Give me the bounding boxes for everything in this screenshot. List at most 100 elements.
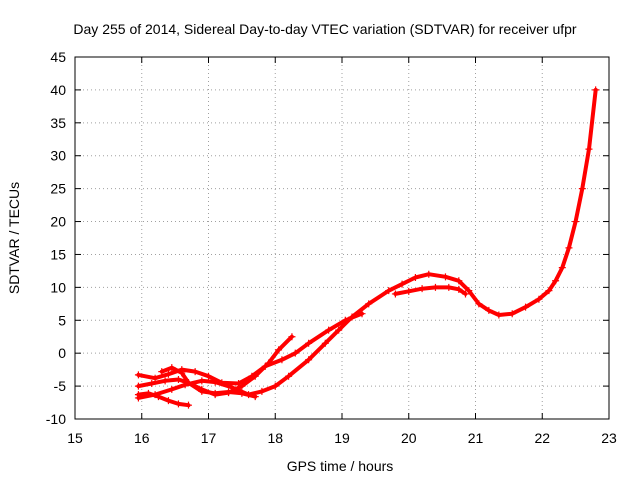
data-point-marker <box>285 372 293 380</box>
y-tick-label: 40 <box>50 82 66 98</box>
data-point-marker <box>535 295 543 303</box>
data-point-marker <box>341 316 349 324</box>
data-point-marker <box>164 370 172 378</box>
data-point-marker <box>168 385 176 393</box>
data-point-marker <box>445 283 453 291</box>
data-point-marker <box>291 349 299 357</box>
data-point-marker <box>405 287 413 295</box>
data-point-marker <box>238 382 246 390</box>
y-axis-label: SDTVAR / TECUs <box>6 182 22 294</box>
series-layer <box>134 86 600 409</box>
data-point-marker <box>265 359 273 367</box>
data-point-marker <box>398 280 406 288</box>
data-point-marker <box>151 374 159 382</box>
data-point-marker <box>431 283 439 291</box>
data-point-marker <box>174 400 182 408</box>
chart-title: Day 255 of 2014, Sidereal Day-to-day VTE… <box>73 21 577 37</box>
y-tick-label: -5 <box>54 378 67 394</box>
data-point-marker <box>161 377 169 385</box>
data-point-marker <box>391 290 399 298</box>
grid-layer <box>75 57 609 419</box>
data-point-marker <box>211 389 219 397</box>
data-point-marker <box>358 310 366 318</box>
data-point-marker <box>578 185 586 193</box>
data-point-marker <box>305 339 313 347</box>
data-point-marker <box>251 372 259 380</box>
data-point-marker <box>158 368 166 376</box>
series-track-2 <box>134 310 366 387</box>
data-point-marker <box>425 270 433 278</box>
y-tick-label: 45 <box>50 49 66 65</box>
data-point-marker <box>365 300 373 308</box>
series-line <box>136 87 598 400</box>
data-point-marker <box>325 326 333 334</box>
series-track-4 <box>158 364 259 401</box>
data-point-marker <box>335 326 343 334</box>
data-point-marker <box>545 287 553 295</box>
data-point-marker <box>258 387 266 395</box>
series-track-6 <box>391 283 469 298</box>
data-point-marker <box>174 376 182 384</box>
data-point-marker <box>565 244 573 252</box>
x-tick-label: 15 <box>67 430 83 446</box>
y-tick-label: 30 <box>50 148 66 164</box>
data-point-marker <box>148 379 156 387</box>
y-tick-label: 15 <box>50 246 66 262</box>
data-point-marker <box>485 306 493 314</box>
data-point-marker <box>198 377 206 385</box>
data-point-marker <box>184 401 192 409</box>
data-point-marker <box>495 311 503 319</box>
x-tick-label: 22 <box>534 430 550 446</box>
y-tick-label: 10 <box>50 279 66 295</box>
y-tick-label: 0 <box>58 345 66 361</box>
x-tick-label: 18 <box>267 430 283 446</box>
data-point-marker <box>251 393 259 401</box>
data-point-marker <box>144 389 152 397</box>
data-point-marker <box>198 387 206 395</box>
data-point-marker <box>418 285 426 293</box>
series-track-1 <box>134 86 600 402</box>
data-point-marker <box>134 371 142 379</box>
data-point-marker <box>184 379 192 387</box>
y-tick-label: 5 <box>58 312 66 328</box>
x-tick-label: 23 <box>601 430 617 446</box>
data-point-marker <box>154 393 162 401</box>
x-tick-label: 16 <box>134 430 150 446</box>
data-point-marker <box>305 356 313 364</box>
data-point-marker <box>411 273 419 281</box>
data-point-marker <box>168 364 176 372</box>
data-point-marker <box>321 339 329 347</box>
data-point-marker <box>522 303 530 311</box>
data-point-marker <box>288 333 296 341</box>
data-point-marker <box>271 382 279 390</box>
y-tick-label: 25 <box>50 181 66 197</box>
data-point-marker <box>455 285 463 293</box>
data-point-marker <box>558 264 566 272</box>
data-point-marker <box>278 356 286 364</box>
y-tick-label: 35 <box>50 115 66 131</box>
x-axis-label: GPS time / hours <box>287 458 394 474</box>
data-point-marker <box>134 391 142 399</box>
y-tick-label: -10 <box>46 411 66 427</box>
y-tick-label: 20 <box>50 214 66 230</box>
data-point-marker <box>592 86 600 94</box>
data-point-marker <box>225 388 233 396</box>
x-tick-label: 20 <box>401 430 417 446</box>
data-point-marker <box>585 145 593 153</box>
data-point-marker <box>178 369 186 377</box>
data-point-marker <box>441 273 449 281</box>
data-point-marker <box>508 310 516 318</box>
data-point-marker <box>275 346 283 354</box>
data-point-marker <box>191 368 199 376</box>
data-point-marker <box>455 277 463 285</box>
data-point-marker <box>164 397 172 405</box>
series-line <box>393 285 468 296</box>
data-point-marker <box>205 372 212 380</box>
data-point-marker <box>475 300 483 308</box>
series-track-5 <box>134 389 192 409</box>
x-tick-label: 21 <box>468 430 484 446</box>
data-point-marker <box>465 287 473 295</box>
data-point-marker <box>552 277 560 285</box>
x-tick-label: 19 <box>334 430 350 446</box>
